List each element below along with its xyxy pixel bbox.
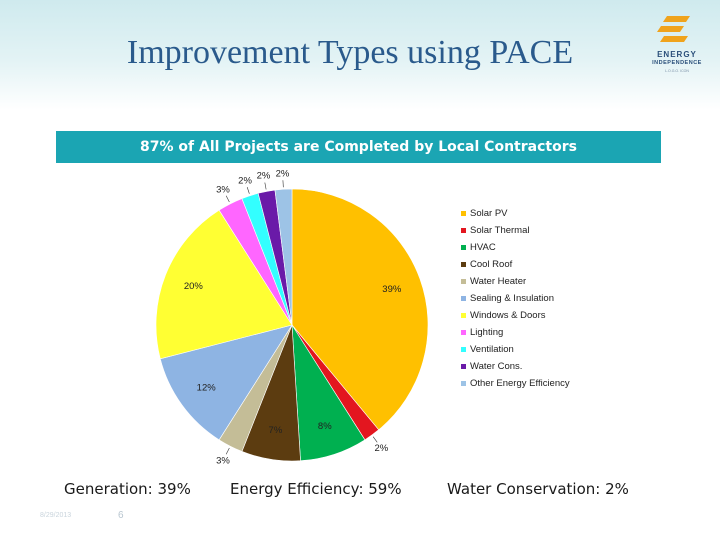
header-background xyxy=(0,0,720,110)
water-conservation-summary: Water Conservation: 2% xyxy=(447,480,629,498)
leader-line-solar-thermal xyxy=(372,436,378,443)
data-label-windows-doors: 20% xyxy=(184,281,204,292)
legend-label: Other Energy Efficiency xyxy=(470,378,570,389)
data-label-sealing-insulation: 12% xyxy=(197,382,217,393)
legend-swatch xyxy=(461,381,466,386)
slide-title: Improvement Types using PACE xyxy=(126,34,574,71)
legend-label: Windows & Doors xyxy=(470,310,546,321)
pie-slice-windows-doors xyxy=(155,209,293,360)
leader-line-lighting xyxy=(225,195,230,203)
data-label-water-heater: 3% xyxy=(216,455,230,466)
legend-swatch xyxy=(461,347,466,352)
energy-independence-logo: ENERGY INDEPENDENCE L.O.G.O. ICON xyxy=(648,14,706,84)
logo-text-secondary: INDEPENDENCE xyxy=(652,60,702,66)
legend-swatch xyxy=(461,245,466,250)
generation-summary: Generation: 39% xyxy=(64,480,191,498)
legend-swatch xyxy=(461,228,466,233)
legend-label: Lighting xyxy=(470,327,504,338)
logo-text-primary: ENERGY xyxy=(657,50,697,59)
data-label-solar-pv: 39% xyxy=(382,284,402,295)
data-label-other-energy-efficiency: 2% xyxy=(276,168,290,179)
legend-swatch xyxy=(461,313,466,318)
legend-label: HVAC xyxy=(470,242,496,253)
legend-swatch xyxy=(461,364,466,369)
data-label-ventilation: 2% xyxy=(238,175,252,186)
legend-swatch xyxy=(461,211,466,216)
data-label-hvac: 8% xyxy=(318,421,332,432)
slide-number: 6 xyxy=(118,510,124,521)
legend-label: Water Heater xyxy=(470,276,527,287)
slide-date: 8/29/2013 xyxy=(40,512,72,519)
legend-label: Solar PV xyxy=(470,208,508,219)
legend-label: Water Cons. xyxy=(470,361,523,372)
pie-slice-sealing-insulation xyxy=(159,324,293,441)
data-label-water-cons: 2% xyxy=(257,171,271,182)
energy-efficiency-summary: Energy Efficiency: 59% xyxy=(230,480,402,498)
leader-line-ventilation xyxy=(246,187,250,194)
contractor-banner: 87% of All Projects are Completed by Loc… xyxy=(56,131,661,163)
legend-label: Solar Thermal xyxy=(470,225,530,236)
legend-swatch xyxy=(461,279,466,284)
data-label-cool-roof: 7% xyxy=(269,425,283,436)
data-label-lighting: 3% xyxy=(216,185,230,196)
legend-swatch xyxy=(461,262,466,267)
pie-slice-other-energy-efficiency xyxy=(274,188,293,326)
logo-e-icon xyxy=(657,16,690,42)
legend-swatch xyxy=(461,330,466,335)
data-label-solar-thermal: 2% xyxy=(374,443,388,454)
leader-line-water-cons xyxy=(264,182,267,190)
logo-text-tagline: L.O.G.O. ICON xyxy=(665,69,689,73)
legend-swatch xyxy=(461,296,466,301)
leader-line-water-heater xyxy=(225,447,230,455)
legend-label: Ventilation xyxy=(470,344,514,355)
legend-label: Sealing & Insulation xyxy=(470,293,554,304)
pie-slice-solar-pv xyxy=(291,188,429,431)
legend-label: Cool Roof xyxy=(470,259,513,270)
